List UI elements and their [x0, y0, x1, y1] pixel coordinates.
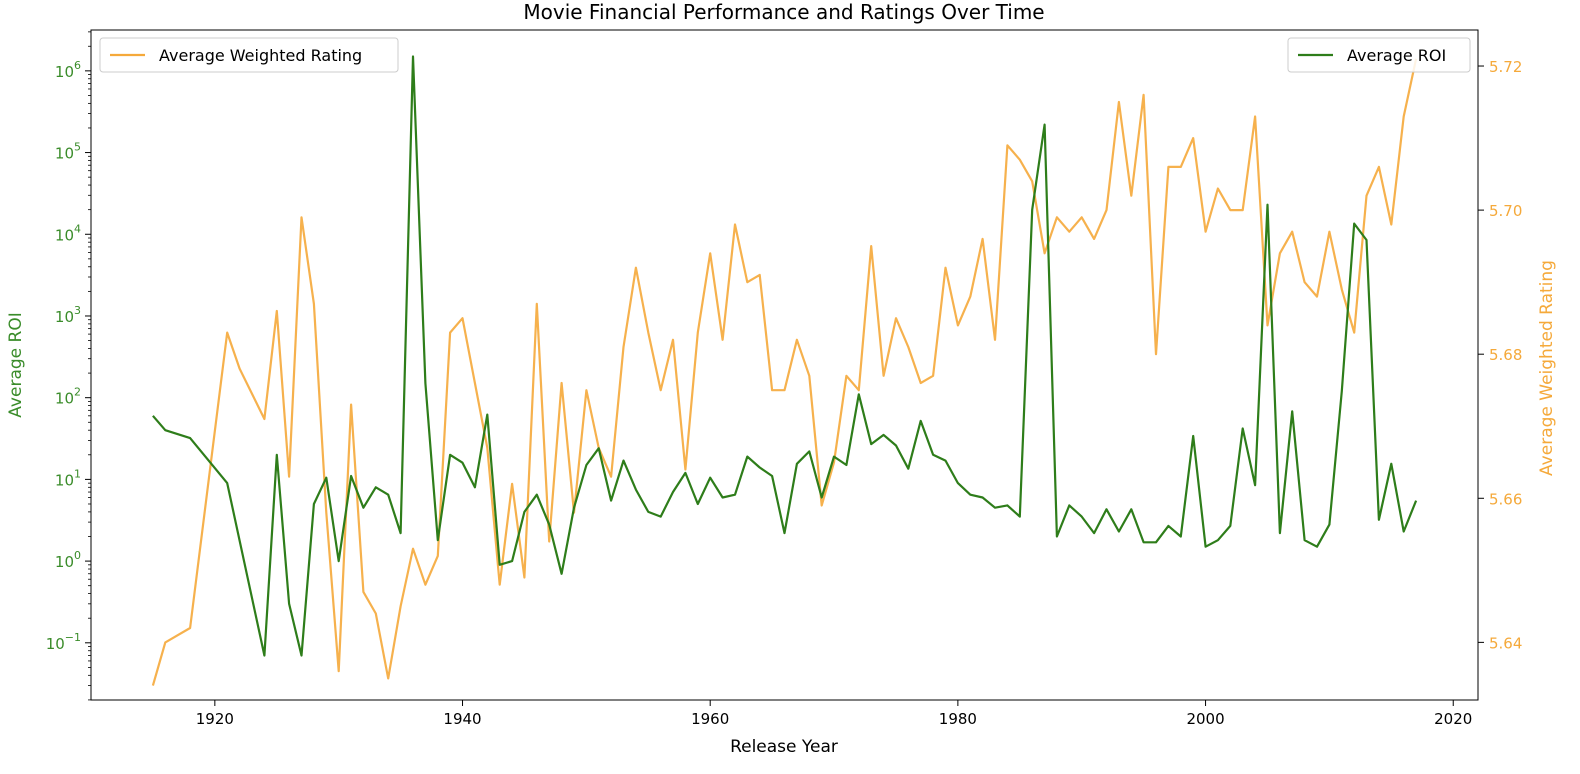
legend-rating-frame [99, 37, 399, 73]
x-tick-label: 1920 [196, 710, 234, 728]
right-y-axis: 5.64 5.66 5.68 5.70 5.72 [1478, 58, 1522, 652]
left-tick-label: 101 [55, 467, 81, 489]
left-tick-label: 100 [55, 549, 81, 571]
left-tick-label: 104 [55, 222, 81, 244]
right-tick-label: 5.72 [1489, 58, 1522, 76]
legend-rating: Average Weighted Rating [99, 37, 399, 73]
x-tick-label: 2000 [1186, 710, 1224, 728]
legend-roi: Average ROI [1287, 37, 1471, 73]
left-tick-label: 10−1 [46, 631, 81, 653]
x-axis-label: Release Year [730, 737, 838, 757]
x-tick-label: 1940 [443, 710, 481, 728]
left-tick-label: 102 [55, 386, 81, 408]
x-tick-label: 1960 [691, 710, 729, 728]
right-tick-label: 5.66 [1489, 490, 1522, 508]
left-tick-label: 106 [55, 59, 81, 81]
left-y-axis: 10−1 100 101 102 103 104 105 106 [46, 31, 91, 701]
right-tick-label: 5.68 [1489, 346, 1522, 364]
legend-roi-frame [1287, 37, 1471, 73]
right-y-axis-label: Average Weighted Rating [1537, 260, 1557, 476]
chart-title: Movie Financial Performance and Ratings … [523, 0, 1044, 24]
rating-series-line [151, 58, 1418, 686]
left-tick-label: 103 [55, 304, 81, 326]
roi-series-line [152, 55, 1418, 657]
left-tick-label: 105 [55, 141, 81, 163]
x-tick-label: 2020 [1434, 710, 1472, 728]
x-axis: 1920 1940 1960 1980 2000 2020 [196, 700, 1472, 728]
legend-rating-label: Average Weighted Rating [159, 46, 362, 65]
left-y-axis-label: Average ROI [6, 312, 26, 417]
legend-roi-label: Average ROI [1347, 46, 1446, 65]
right-tick-label: 5.64 [1489, 634, 1522, 652]
x-tick-label: 1980 [939, 710, 977, 728]
plot-area [90, 29, 1479, 701]
series-layer [151, 55, 1418, 686]
right-tick-label: 5.70 [1489, 202, 1522, 220]
